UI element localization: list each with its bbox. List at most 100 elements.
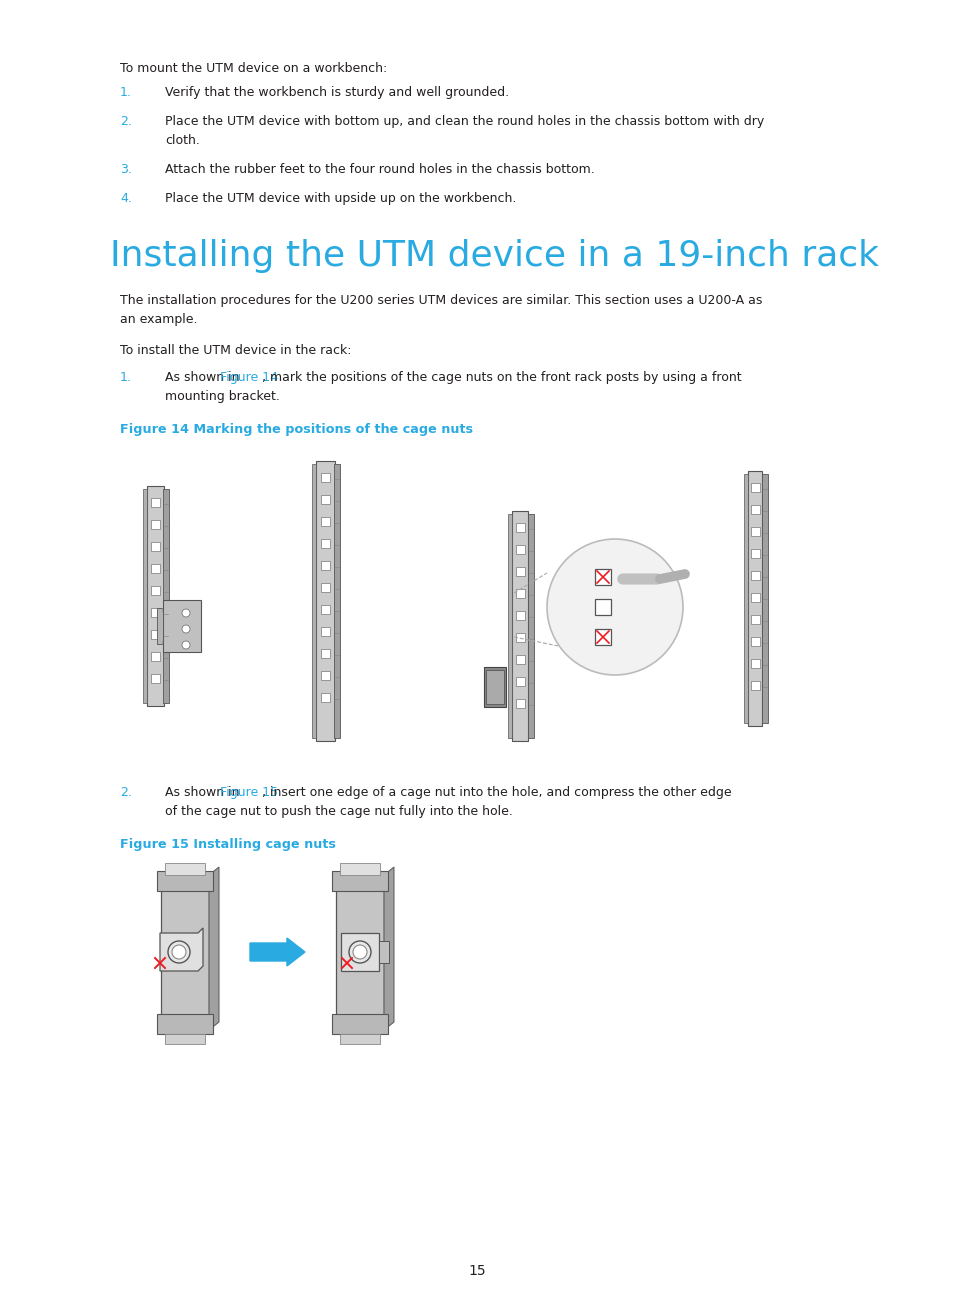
Text: an example.: an example. <box>120 314 197 327</box>
Bar <box>527 515 534 737</box>
Bar <box>332 1013 388 1034</box>
Bar <box>151 564 160 573</box>
Bar <box>151 630 160 639</box>
Bar <box>163 600 201 652</box>
Bar <box>172 940 198 966</box>
Bar <box>157 871 213 892</box>
Bar <box>151 652 160 661</box>
Bar <box>750 638 760 645</box>
Circle shape <box>172 945 186 959</box>
Bar <box>516 524 524 531</box>
Bar <box>750 527 760 537</box>
Text: To install the UTM device in the rack:: To install the UTM device in the rack: <box>120 343 351 356</box>
Bar <box>485 670 503 704</box>
Circle shape <box>349 941 371 963</box>
Bar <box>516 568 524 575</box>
FancyArrow shape <box>250 938 305 966</box>
Circle shape <box>546 539 682 675</box>
Bar <box>339 1034 379 1045</box>
Text: As shown in: As shown in <box>165 371 243 384</box>
Text: 3.: 3. <box>120 163 132 176</box>
Text: 4.: 4. <box>120 192 132 205</box>
Bar <box>516 546 524 553</box>
Bar <box>165 863 205 875</box>
Text: , mark the positions of the cage nuts on the front rack posts by using a front: , mark the positions of the cage nuts on… <box>262 371 740 384</box>
Bar <box>143 489 147 702</box>
Bar <box>315 461 335 741</box>
Circle shape <box>353 945 367 959</box>
Bar <box>750 550 760 559</box>
Bar <box>483 667 505 708</box>
Bar <box>347 940 373 966</box>
Bar <box>157 608 163 644</box>
Text: , insert one edge of a cage nut into the hole, and compress the other edge: , insert one edge of a cage nut into the… <box>262 785 731 800</box>
Bar <box>516 632 524 642</box>
Text: Installing the UTM device in a 19-inch rack: Installing the UTM device in a 19-inch r… <box>110 238 878 273</box>
Bar <box>750 572 760 581</box>
Bar <box>161 875 209 1030</box>
Text: To mount the UTM device on a workbench:: To mount the UTM device on a workbench: <box>120 62 387 75</box>
Bar <box>595 569 610 584</box>
Bar <box>750 505 760 515</box>
Bar <box>761 474 767 723</box>
Bar <box>750 680 760 689</box>
Bar <box>516 699 524 708</box>
Bar <box>320 627 330 636</box>
Bar <box>750 594 760 603</box>
Text: Verify that the workbench is sturdy and well grounded.: Verify that the workbench is sturdy and … <box>165 86 509 98</box>
Bar <box>507 515 512 737</box>
Bar <box>320 495 330 504</box>
Bar <box>516 654 524 664</box>
Bar <box>151 586 160 595</box>
Text: The installation procedures for the U200 series UTM devices are similar. This se: The installation procedures for the U200… <box>120 294 761 307</box>
Bar <box>516 677 524 686</box>
Bar <box>157 1013 213 1034</box>
Text: 1.: 1. <box>120 371 132 384</box>
Bar <box>320 561 330 570</box>
Bar <box>750 616 760 623</box>
Bar <box>339 863 379 875</box>
Text: Attach the rubber feet to the four round holes in the chassis bottom.: Attach the rubber feet to the four round… <box>165 163 594 176</box>
Text: As shown in: As shown in <box>165 785 243 800</box>
Bar <box>320 671 330 680</box>
Text: Figure 14 Marking the positions of the cage nuts: Figure 14 Marking the positions of the c… <box>120 422 473 435</box>
Polygon shape <box>384 867 394 1030</box>
Text: 15: 15 <box>468 1264 485 1278</box>
Bar <box>512 511 527 741</box>
Bar <box>334 464 339 737</box>
Polygon shape <box>160 928 203 971</box>
Bar <box>516 610 524 619</box>
Text: cloth.: cloth. <box>165 133 200 146</box>
Bar <box>340 933 378 971</box>
Polygon shape <box>209 867 219 1030</box>
Bar <box>750 483 760 492</box>
Circle shape <box>168 941 190 963</box>
Bar <box>151 498 160 507</box>
Bar <box>151 542 160 551</box>
Bar <box>151 608 160 617</box>
Text: Figure 14: Figure 14 <box>220 371 277 384</box>
Bar <box>743 474 747 723</box>
Bar <box>320 473 330 482</box>
Bar <box>320 583 330 592</box>
Bar <box>320 605 330 614</box>
Text: 1.: 1. <box>120 86 132 98</box>
Text: 2.: 2. <box>120 115 132 128</box>
Bar <box>595 599 610 616</box>
Circle shape <box>182 625 190 632</box>
Bar <box>378 941 389 963</box>
Bar <box>320 517 330 526</box>
Bar <box>320 539 330 548</box>
Text: Figure 15: Figure 15 <box>220 785 278 800</box>
Bar <box>332 871 388 892</box>
Text: 2.: 2. <box>120 785 132 800</box>
Circle shape <box>182 642 190 649</box>
Bar <box>151 674 160 683</box>
Bar <box>312 464 315 737</box>
Text: Place the UTM device with bottom up, and clean the round holes in the chassis bo: Place the UTM device with bottom up, and… <box>165 115 763 128</box>
Bar <box>747 470 761 726</box>
Text: mounting bracket.: mounting bracket. <box>165 390 279 403</box>
Bar <box>151 520 160 529</box>
Bar <box>595 629 610 645</box>
Bar <box>320 693 330 702</box>
